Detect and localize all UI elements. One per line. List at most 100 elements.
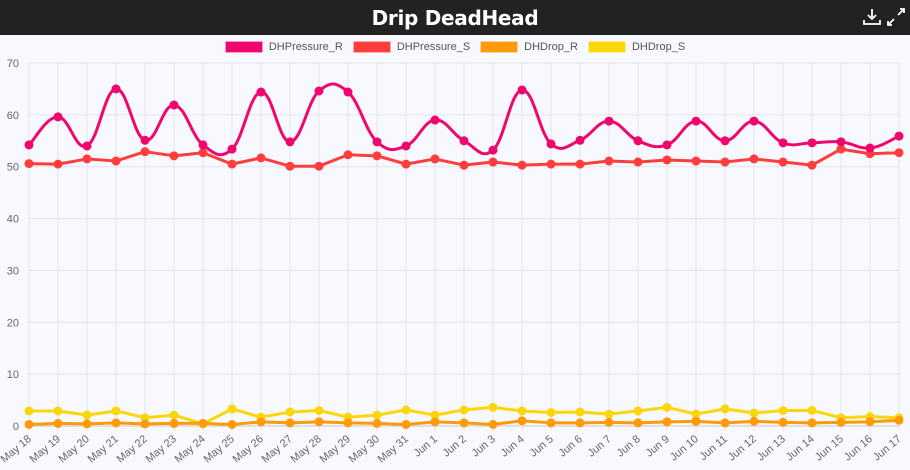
data-point-dhdrop-r [169, 418, 179, 428]
data-point-dhpressure-s [256, 153, 266, 163]
data-point-dhdrop-r [865, 417, 875, 427]
x-tick-label: May 30 [347, 433, 382, 465]
data-point-dhpressure-s [720, 157, 730, 167]
data-point-dhdrop-s [459, 405, 469, 415]
data-point-dhpressure-r [430, 115, 440, 125]
data-point-dhpressure-s [836, 144, 846, 154]
legend-item-dhpressure-r[interactable]: DHPressure_R [224, 41, 343, 53]
data-point-dhpressure-r [140, 135, 150, 145]
data-point-dhpressure-s [604, 156, 614, 166]
data-point-dhdrop-r [430, 417, 440, 427]
x-tick-label: May 23 [144, 433, 179, 465]
x-tick-label: May 26 [231, 433, 266, 465]
data-point-dhpressure-r [575, 135, 585, 145]
data-point-dhpressure-r [256, 87, 266, 97]
x-tick-label: May 20 [57, 433, 92, 465]
data-point-dhpressure-s [24, 159, 34, 169]
data-point-dhpressure-r [24, 140, 34, 150]
x-tick-label: May 24 [173, 433, 208, 465]
x-tick-label: Jun 15 [813, 433, 846, 463]
legend-swatch [480, 41, 519, 53]
y-tick-label: 30 [7, 265, 19, 277]
data-point-dhdrop-r [256, 417, 266, 427]
legend-label: DHDrop_R [524, 41, 578, 53]
y-tick-label: 0 [13, 421, 19, 433]
data-point-dhdrop-r [517, 416, 527, 426]
data-point-dhpressure-s [53, 159, 63, 169]
data-point-dhdrop-s [53, 406, 63, 416]
data-point-dhdrop-s [546, 408, 556, 418]
data-point-dhpressure-r [517, 85, 527, 95]
data-point-dhdrop-s [517, 406, 527, 416]
data-point-dhdrop-r [575, 418, 585, 428]
data-point-dhpressure-r [198, 140, 208, 150]
data-point-dhdrop-r [285, 418, 295, 428]
data-point-dhdrop-r [604, 417, 614, 427]
data-point-dhdrop-s [227, 404, 237, 414]
data-point-dhpressure-s [169, 151, 179, 161]
data-point-dhdrop-r [314, 417, 324, 427]
data-point-dhdrop-r [140, 419, 150, 429]
data-point-dhdrop-r [749, 416, 759, 426]
data-point-dhdrop-r [546, 418, 556, 428]
data-point-dhpressure-r [488, 145, 498, 155]
data-point-dhpressure-s [459, 160, 469, 170]
chart-header: Drip DeadHead [0, 0, 910, 35]
x-tick-label: May 19 [28, 433, 63, 465]
data-point-dhpressure-r [227, 144, 237, 154]
data-point-dhdrop-s [285, 407, 295, 417]
data-point-dhpressure-r [111, 84, 121, 94]
legend-swatch [224, 41, 263, 53]
data-point-dhpressure-s [633, 157, 643, 167]
chart-legend: DHPressure_R DHPressure_S DHDrop_R DHDrop_S [0, 41, 910, 53]
data-point-dhpressure-s [488, 157, 498, 167]
data-point-dhpressure-s [778, 157, 788, 167]
data-point-dhpressure-s [82, 154, 92, 164]
data-point-dhpressure-r [372, 137, 382, 147]
data-point-dhpressure-r [633, 136, 643, 146]
data-point-dhpressure-r [720, 136, 730, 146]
data-point-dhpressure-s [430, 154, 440, 164]
y-tick-label: 40 [7, 214, 19, 226]
y-tick-label: 70 [7, 58, 19, 70]
expand-icon[interactable] [885, 6, 907, 28]
data-point-dhdrop-s [111, 406, 121, 416]
data-point-dhpressure-r [53, 112, 63, 122]
data-point-dhdrop-s [372, 410, 382, 420]
data-point-dhpressure-s [575, 159, 585, 169]
download-icon[interactable] [861, 6, 883, 28]
data-point-dhpressure-r [546, 139, 556, 149]
legend-item-dhdrop-r[interactable]: DHDrop_R [480, 41, 578, 53]
data-point-dhpressure-s [314, 161, 324, 171]
data-point-dhpressure-s [372, 151, 382, 161]
x-tick-label: Jun 8 [615, 433, 643, 459]
x-tick-label: Jun 3 [470, 433, 498, 459]
data-point-dhpressure-r [778, 138, 788, 148]
data-point-dhdrop-r [894, 415, 904, 425]
x-tick-label: May 21 [86, 433, 121, 465]
x-tick-label: May 31 [376, 433, 411, 465]
legend-item-dhdrop-s[interactable]: DHDrop_S [587, 41, 685, 53]
legend-swatch [587, 41, 626, 53]
data-point-dhdrop-r [372, 418, 382, 428]
data-point-dhpressure-s [140, 147, 150, 157]
data-point-dhpressure-s [894, 148, 904, 158]
data-point-dhdrop-r [82, 419, 92, 429]
y-tick-label: 50 [7, 162, 19, 174]
x-tick-label: Jun 2 [441, 433, 469, 459]
data-point-dhpressure-r [749, 116, 759, 126]
x-tick-label: Jun 1 [412, 433, 440, 459]
data-point-dhpressure-s [343, 150, 353, 160]
data-point-dhdrop-r [633, 418, 643, 428]
data-point-dhdrop-r [343, 418, 353, 428]
legend-item-dhpressure-s[interactable]: DHPressure_S [352, 41, 470, 53]
data-point-dhpressure-s [807, 160, 817, 170]
x-tick-label: Jun 5 [528, 433, 556, 459]
legend-label: DHPressure_R [268, 41, 343, 53]
x-tick-label: May 29 [318, 433, 353, 465]
data-point-dhdrop-s [720, 404, 730, 414]
data-point-dhdrop-s [82, 410, 92, 420]
data-point-dhpressure-r [459, 136, 469, 146]
x-tick-label: Jun 13 [755, 433, 788, 463]
